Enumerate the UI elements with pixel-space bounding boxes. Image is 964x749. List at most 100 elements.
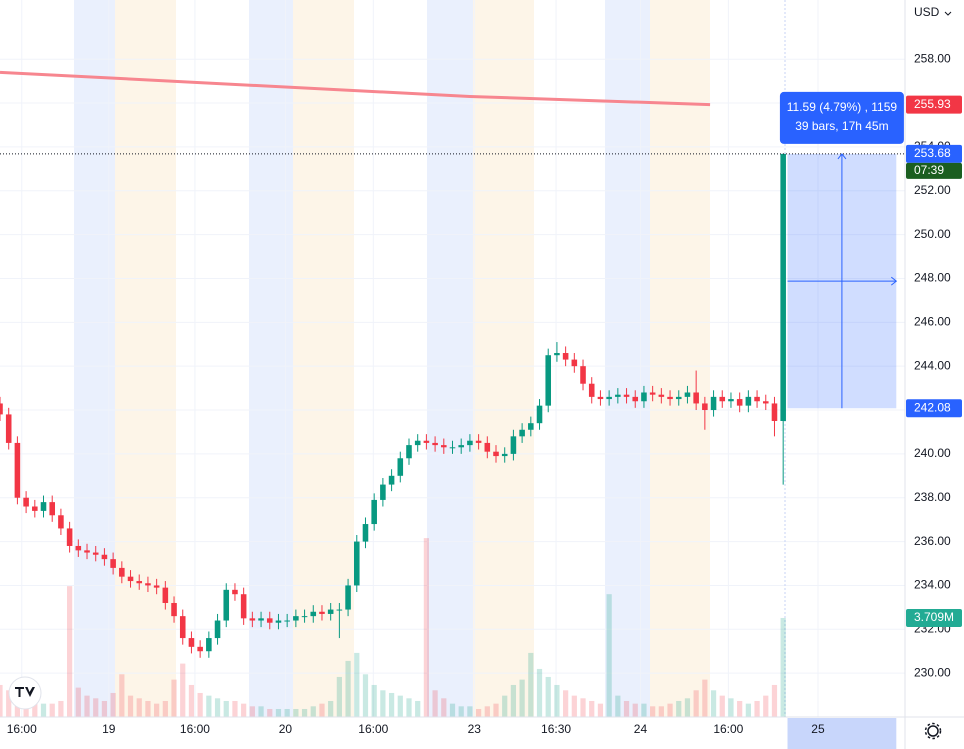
y-tick-label: 238.00 (914, 490, 951, 504)
volume-bar (632, 703, 638, 717)
candle-body (484, 442, 491, 452)
volume-bar (162, 700, 168, 717)
candle-body (119, 567, 125, 577)
volume-bar (293, 708, 299, 717)
volume-bar (415, 700, 421, 717)
volume-bar (728, 698, 734, 717)
volume-badge-label: 3.709M (914, 610, 954, 624)
candle-body (606, 396, 612, 400)
candle-body (719, 396, 726, 402)
volume-bar (563, 690, 569, 717)
x-tick-label: 25 (811, 722, 825, 736)
volume-bar (441, 698, 447, 717)
gear-teeth (924, 722, 942, 740)
volume-bar (232, 700, 238, 717)
candle-body (675, 396, 682, 400)
candle-body (597, 396, 604, 400)
candle-body (84, 550, 90, 553)
price-badge (906, 399, 962, 418)
volume-bar (536, 668, 543, 717)
volume-bar (484, 706, 490, 717)
volume-bar (336, 676, 342, 717)
candle-body (345, 585, 351, 610)
candle-body (206, 638, 212, 652)
volume-bar (328, 700, 334, 717)
plot (0, 70, 786, 658)
candle-body (449, 447, 456, 449)
volume-bar (693, 690, 699, 717)
volume-bar (319, 703, 325, 717)
candle-body (388, 475, 395, 485)
candle-body (536, 405, 543, 424)
y-tick-label: 236.00 (914, 534, 951, 548)
candle-body (736, 399, 743, 406)
volume-bar (467, 706, 473, 717)
candle-body (493, 451, 499, 457)
candle-body (110, 559, 116, 568)
volume-bar (206, 695, 212, 717)
logo[interactable] (8, 676, 42, 710)
volume-bar (449, 703, 456, 717)
volume-bar (676, 700, 682, 717)
volume-bar (171, 679, 177, 717)
volume-bar (127, 695, 134, 717)
y-tick-label: 230.00 (914, 665, 951, 679)
x-tick-label: 24 (634, 722, 648, 736)
volume-bar (0, 684, 3, 717)
volume-bar (110, 692, 116, 717)
candle-body (40, 502, 47, 511)
currency-caret[interactable] (944, 11, 952, 16)
candle-body (353, 541, 360, 586)
candle-body (380, 484, 386, 500)
currency[interactable]: USD (914, 5, 940, 19)
volume-bar (763, 695, 769, 717)
volume-bar (40, 703, 47, 717)
candle-body (588, 383, 595, 397)
settings-icon[interactable] (924, 722, 942, 740)
measure-text: 11.59 (4.79%) , 1159 (787, 100, 898, 114)
x-tick-label: 16:00 (358, 722, 388, 736)
candle-body (762, 401, 769, 404)
candle-body (580, 366, 586, 384)
candle-body (441, 445, 447, 448)
y-tick-label: 252.00 (914, 183, 951, 197)
volume-bar (710, 690, 717, 717)
volume-bar (6, 690, 12, 717)
volume-bar (458, 706, 464, 717)
price-badge-label: 242.08 (914, 400, 951, 414)
volume-bar (214, 698, 221, 717)
volume (0, 538, 786, 717)
volume-bar (267, 708, 273, 717)
ma-line (0, 70, 711, 107)
volume-bar (284, 708, 290, 717)
candle-body (66, 528, 73, 546)
candle-body (197, 646, 203, 652)
gear-ring (927, 725, 939, 737)
volume-bar (380, 690, 386, 717)
volume-bar (571, 695, 577, 717)
candle-body (275, 620, 282, 623)
countdown-label: 07:39 (914, 163, 944, 177)
volume-bar (354, 652, 360, 717)
volume-bar (180, 663, 186, 717)
measure-text: 39 bars, 17h 45m (795, 119, 888, 133)
volume-bar (345, 660, 351, 717)
y-tick-label: 234.00 (914, 578, 951, 592)
premarket-band (249, 0, 293, 717)
candle-body (171, 602, 177, 617)
candle-body (136, 581, 143, 584)
candle-body (310, 611, 317, 617)
y-tick-label: 246.00 (914, 314, 951, 328)
candle-body (188, 638, 195, 647)
candle-body (745, 396, 752, 406)
y-tick-label: 244.00 (914, 358, 951, 372)
price-badge (906, 95, 962, 114)
candle-body (179, 616, 186, 639)
candle-body (266, 618, 273, 623)
y-tick-label: 248.00 (914, 271, 951, 285)
volume-bar (397, 695, 403, 717)
candle-body (684, 392, 691, 397)
countdown-badge (906, 162, 962, 179)
volume-bar (545, 676, 551, 717)
